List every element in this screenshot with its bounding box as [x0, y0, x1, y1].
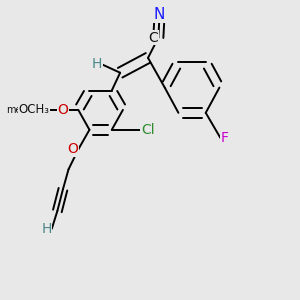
Text: O: O — [58, 103, 68, 117]
Text: methoxy: methoxy — [6, 105, 49, 115]
Text: OCH₃: OCH₃ — [19, 103, 50, 116]
Text: H: H — [92, 57, 102, 71]
Text: O: O — [68, 142, 78, 156]
Text: Cl: Cl — [141, 123, 155, 137]
Text: H: H — [41, 222, 52, 236]
Text: C: C — [148, 31, 158, 45]
Text: N: N — [154, 7, 165, 22]
Text: F: F — [220, 131, 229, 145]
